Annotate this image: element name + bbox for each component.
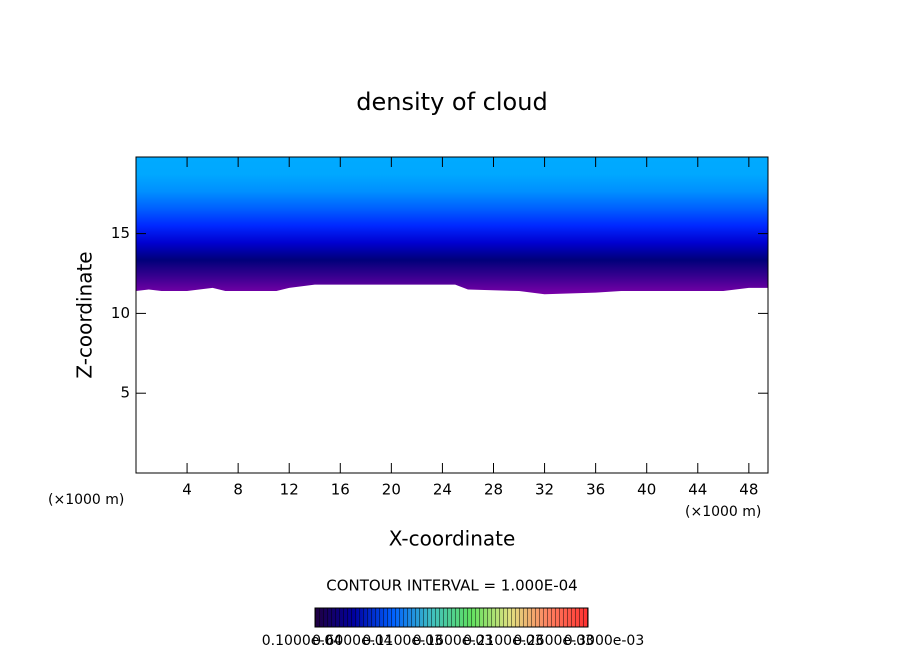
y-tick-label: 5 [120, 384, 130, 402]
colorbar-stripes [315, 608, 588, 627]
x-tick-label: 20 [382, 481, 401, 499]
contour-interval: CONTOUR INTERVAL = 1.000E-04 [326, 577, 577, 595]
x-axis-label: X-coordinate [389, 527, 516, 551]
x-tick-label: 8 [233, 481, 243, 499]
colorbar-label: 0.1600e-03 [413, 633, 493, 649]
colorbar-label: 0.1000e-04 [262, 633, 343, 649]
cloud-field [136, 157, 768, 295]
x-tick-label: 24 [433, 481, 452, 499]
colorbar-label: 0.1100e-03 [362, 633, 442, 649]
x-tick-label: 28 [484, 481, 503, 499]
colorbar-label: 0.3000e-03 [564, 633, 644, 649]
chart-title: density of cloud [356, 88, 547, 116]
colorbar-label: 0.6000e-04 [312, 633, 393, 649]
x-tick-label: 36 [586, 481, 605, 499]
colorbar-label: 0.2100e-03 [463, 633, 543, 649]
x-tick-label: 44 [688, 481, 707, 499]
colorbar-frame [314, 607, 589, 628]
x-tick-label: 12 [280, 481, 299, 499]
x-tick-label: 40 [637, 481, 656, 499]
y-axis-label: Z-coordinate [73, 251, 97, 378]
plot-frame [135, 156, 769, 474]
y-tick-label: 15 [111, 224, 130, 242]
x-unit-label: (×1000 m) [685, 504, 761, 520]
y-tick-label: 10 [111, 304, 130, 322]
y-unit-label: (×1000 m) [48, 492, 124, 508]
x-tick-label: 48 [739, 481, 758, 499]
colorbar-label: 0.2600e-03 [513, 633, 593, 649]
x-tick-label: 16 [331, 481, 350, 499]
x-tick-label: 32 [535, 481, 554, 499]
x-tick-label: 4 [182, 481, 192, 499]
